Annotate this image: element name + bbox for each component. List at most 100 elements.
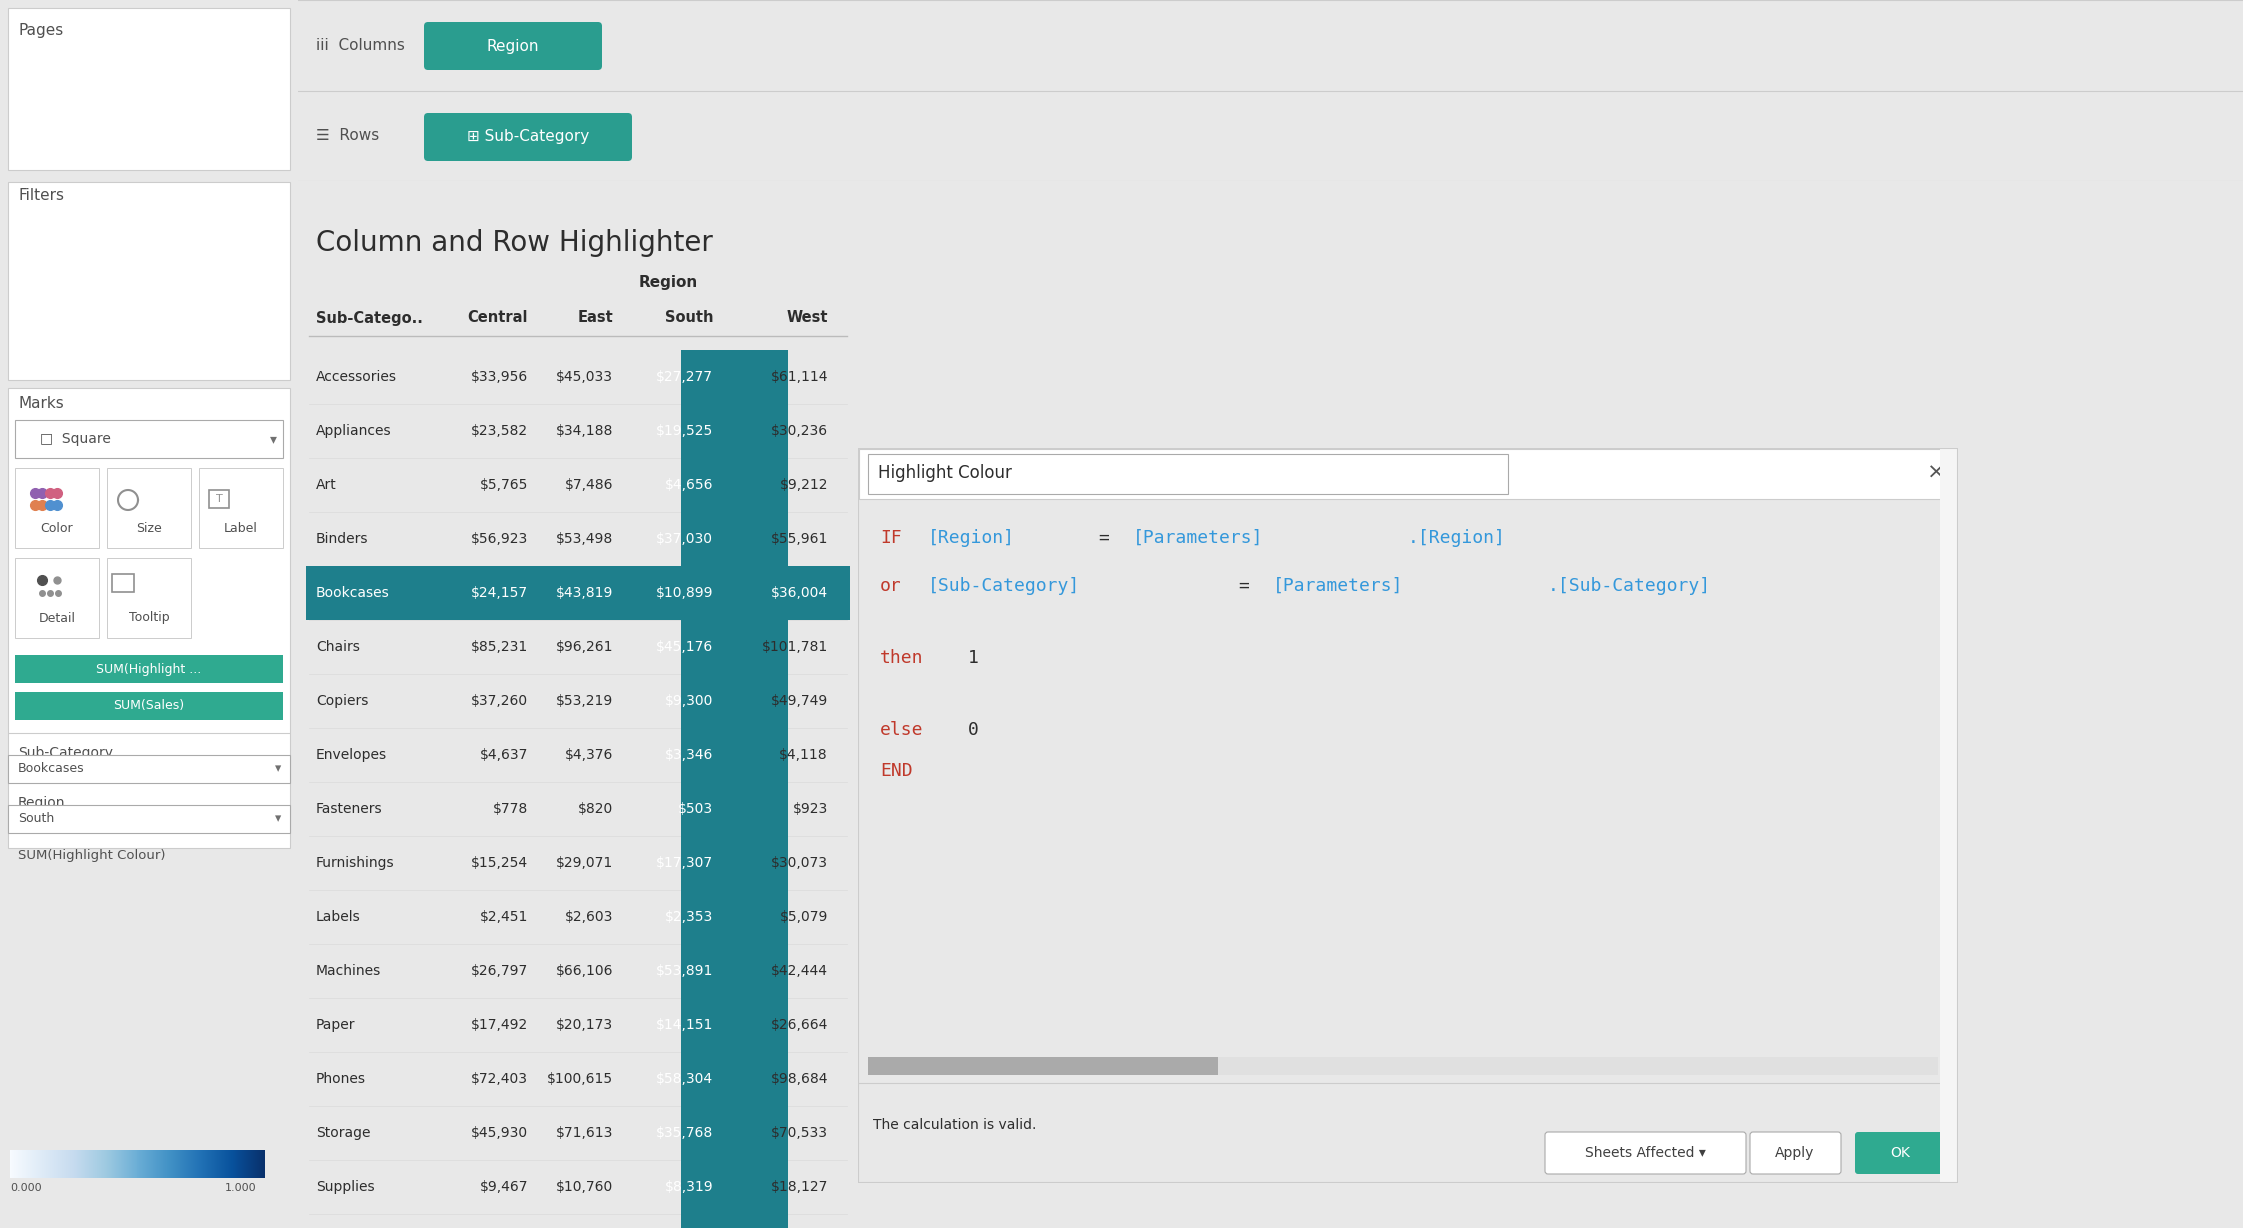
Text: SUM(Highlight Colour): SUM(Highlight Colour)	[18, 850, 166, 862]
Text: $19,525: $19,525	[655, 424, 713, 438]
Bar	[868, 1057, 1218, 1074]
Bar	[16, 558, 99, 639]
Bar	[682, 890, 787, 944]
Text: ☰  Rows: ☰ Rows	[316, 128, 379, 142]
Bar	[682, 728, 787, 782]
Text: $923: $923	[792, 802, 828, 815]
Text: Fasteners: Fasteners	[316, 802, 384, 815]
Text: $9,212: $9,212	[781, 478, 828, 492]
Text: $34,188: $34,188	[556, 424, 612, 438]
Text: $35,768: $35,768	[655, 1126, 713, 1140]
Text: The calculation is valid.: The calculation is valid.	[873, 1117, 1036, 1132]
Text: Supplies: Supplies	[316, 1180, 375, 1194]
Bar	[682, 782, 787, 836]
Text: $36,004: $36,004	[772, 586, 828, 600]
Text: □  Square: □ Square	[40, 432, 110, 446]
Text: [Parameters]: [Parameters]	[1133, 529, 1263, 546]
Bar	[209, 490, 229, 508]
Bar	[868, 454, 1507, 494]
Text: Detail: Detail	[38, 612, 76, 625]
Text: $503: $503	[677, 802, 713, 815]
Text: Region: Region	[18, 796, 65, 810]
Text: $85,231: $85,231	[471, 640, 527, 655]
Text: $56,923: $56,923	[471, 532, 527, 546]
Bar	[682, 404, 787, 458]
Text: Chairs: Chairs	[316, 640, 359, 655]
Text: $14,151: $14,151	[655, 1018, 713, 1032]
Text: Accessories: Accessories	[316, 370, 397, 384]
Text: $101,781: $101,781	[763, 640, 828, 655]
Text: $2,353: $2,353	[664, 910, 713, 923]
Bar	[682, 1214, 787, 1228]
Bar	[682, 998, 787, 1052]
Text: $45,930: $45,930	[471, 1126, 527, 1140]
Text: Tooltip: Tooltip	[128, 612, 168, 625]
Text: =: =	[1238, 577, 1249, 596]
Text: Pages: Pages	[18, 23, 63, 38]
Text: $72,403: $72,403	[471, 1072, 527, 1086]
Bar	[16, 468, 99, 548]
Text: ▾: ▾	[269, 432, 276, 446]
Bar	[16, 693, 283, 720]
Text: $55,961: $55,961	[772, 532, 828, 546]
Text: Binders: Binders	[316, 532, 368, 546]
Text: $29,071: $29,071	[556, 856, 612, 869]
FancyBboxPatch shape	[1545, 1132, 1745, 1174]
Text: $9,300: $9,300	[664, 694, 713, 709]
Bar	[9, 388, 289, 849]
Text: $5,765: $5,765	[480, 478, 527, 492]
FancyBboxPatch shape	[424, 22, 601, 70]
Text: $58,304: $58,304	[655, 1072, 713, 1086]
Text: [Parameters]: [Parameters]	[1274, 577, 1404, 596]
Text: South: South	[664, 311, 713, 325]
Text: Paper: Paper	[316, 1018, 354, 1032]
Text: Label: Label	[224, 522, 258, 534]
Text: Column and Row Highlighter: Column and Row Highlighter	[316, 228, 713, 257]
Text: 0: 0	[969, 721, 978, 739]
Text: $33,956: $33,956	[471, 370, 527, 384]
Text: $30,073: $30,073	[772, 856, 828, 869]
Bar	[112, 573, 135, 592]
Text: $37,030: $37,030	[655, 532, 713, 546]
Text: else: else	[879, 721, 924, 739]
Text: Color: Color	[40, 522, 74, 534]
Text: then: then	[879, 650, 924, 667]
Text: $45,033: $45,033	[556, 370, 612, 384]
FancyBboxPatch shape	[424, 113, 633, 161]
Text: [Region]: [Region]	[929, 529, 1016, 546]
Text: ×: ×	[1927, 463, 1945, 483]
Text: $53,219: $53,219	[556, 694, 612, 709]
Text: Envelopes: Envelopes	[316, 748, 388, 763]
Text: East: East	[576, 311, 612, 325]
Text: $61,114: $61,114	[772, 370, 828, 384]
Bar	[1940, 448, 1958, 1183]
Text: $70,533: $70,533	[772, 1126, 828, 1140]
Text: Highlight Colour: Highlight Colour	[877, 464, 1012, 483]
Text: SUM(Highlight ...: SUM(Highlight ...	[96, 662, 202, 675]
Text: IF: IF	[879, 529, 902, 546]
Bar	[108, 468, 191, 548]
Text: Filters: Filters	[18, 188, 65, 203]
Text: =: =	[1099, 529, 1108, 546]
Bar	[108, 558, 191, 639]
Text: Sub-Category: Sub-Category	[18, 745, 112, 760]
Text: $26,664: $26,664	[772, 1018, 828, 1032]
Text: $49,749: $49,749	[772, 694, 828, 709]
Text: $18,127: $18,127	[772, 1180, 828, 1194]
Text: West: West	[787, 311, 828, 325]
Text: Region: Region	[639, 275, 698, 291]
Bar	[682, 1052, 787, 1106]
Text: OK: OK	[1891, 1146, 1911, 1160]
Bar	[682, 350, 787, 404]
Text: $10,760: $10,760	[556, 1180, 612, 1194]
Text: $5,079: $5,079	[781, 910, 828, 923]
Text: $23,582: $23,582	[471, 424, 527, 438]
Text: $26,797: $26,797	[471, 964, 527, 977]
Text: Phones: Phones	[316, 1072, 366, 1086]
Text: $8,319: $8,319	[664, 1180, 713, 1194]
Text: $4,118: $4,118	[778, 748, 828, 763]
Bar	[682, 512, 787, 566]
Text: [Sub-Category]: [Sub-Category]	[929, 577, 1081, 596]
Bar	[305, 566, 850, 620]
Bar	[868, 1057, 1938, 1074]
